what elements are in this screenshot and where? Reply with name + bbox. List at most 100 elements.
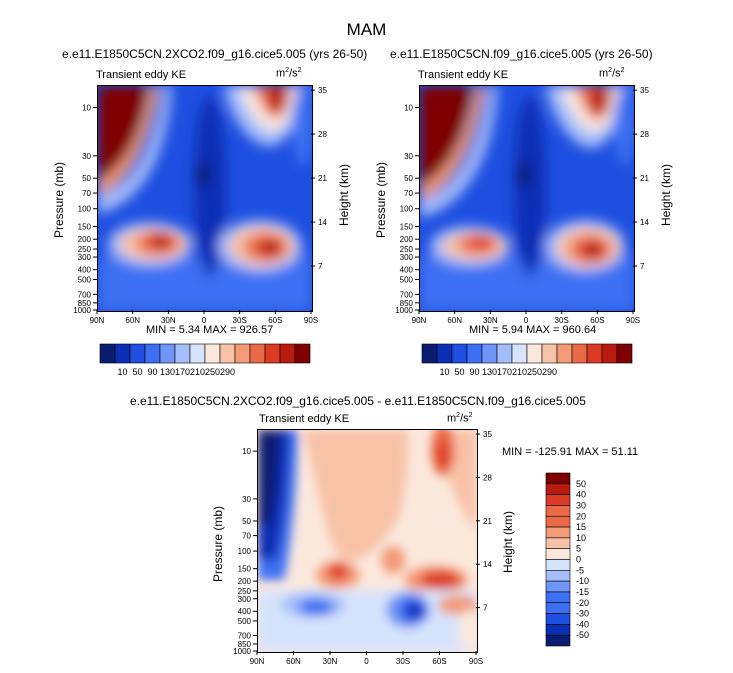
- panel3-height-tick-label: 7: [483, 604, 488, 613]
- panel1-pressure-tick-label: 70: [82, 189, 91, 198]
- panel3-contour-field: [258, 430, 477, 652]
- panel3-colorbar-swatch: [545, 591, 571, 604]
- panel3-pressure-tick-label: 50: [242, 517, 251, 526]
- panel2-pressure-tick-label: 250: [400, 245, 414, 254]
- panel2-colorbar-label: 170: [497, 367, 512, 377]
- panel2-pressure-tick-label: 700: [400, 290, 414, 299]
- panel1-colorbar-label: 50: [132, 367, 142, 377]
- panel1-pressure-tick-label: 250: [78, 245, 92, 254]
- panel3-colorbar-label: -10: [576, 576, 589, 586]
- panel1-pressure-tick-label: 200: [78, 235, 92, 244]
- panel3-pressure-tick-label: 100: [238, 547, 252, 556]
- panel2-pressure-tick-label: 300: [400, 253, 414, 262]
- panel1-height-tick-label: 21: [318, 174, 327, 183]
- panel3-pressure-tick-label: 300: [238, 595, 252, 604]
- panel3-colorbar-label: -50: [576, 630, 589, 640]
- panel3-colorbar-swatch: [545, 580, 571, 593]
- panel1-x-tick-label: 0: [202, 316, 207, 325]
- panel1-colorbar-label: 290: [220, 367, 235, 377]
- panel3-contour-plot: [257, 429, 478, 653]
- panel3-x-tick-label: 60N: [286, 657, 301, 666]
- panel2-units: m2/s2: [599, 67, 625, 80]
- panel1-pressure-tick-label: 700: [78, 290, 92, 299]
- panel1-subtitle: e.e11.E1850C5CN.2XCO2.f09_g16.cice5.005 …: [62, 47, 368, 61]
- panel2-colorbar-label: 50: [454, 367, 464, 377]
- panel3-height-tick-label: 28: [483, 473, 492, 482]
- panel2-colorbar-label: 90: [469, 367, 479, 377]
- panel3-colorbar-swatch: [545, 548, 571, 560]
- panel3-variable-label: Transient eddy KE: [259, 413, 350, 425]
- panel1-pressure-tick-label: 400: [78, 266, 92, 275]
- panel2-height-tick-label: 28: [640, 130, 649, 139]
- panel3-colorbar-label: 40: [576, 490, 586, 500]
- panel3-colorbar-label: 10: [576, 533, 586, 543]
- panel3-x-tick-label: 60S: [432, 657, 446, 666]
- panel3-colorbar-label: 0: [576, 555, 581, 565]
- panel3-x-tick-label: 30S: [396, 657, 410, 666]
- panel1-colorbar-label: 10: [117, 367, 127, 377]
- panel3-stats: MIN = -125.91 MAX = 51.11: [502, 446, 639, 458]
- panel2-x-tick-label: 90S: [626, 316, 640, 325]
- panel3-pressure-tick-label: 10: [242, 447, 251, 456]
- panel1-x-tick-label: 30S: [233, 316, 247, 325]
- panel2-pressure-tick-label: 1000: [395, 306, 413, 315]
- panel3-colorbar-swatch: [545, 483, 571, 495]
- panel3-colorbar-swatch: [545, 634, 571, 647]
- panel1-contour-field: [98, 86, 312, 311]
- panel2-pressure-tick-label: 10: [404, 103, 413, 112]
- panel2-x-tick-label: 60S: [590, 316, 604, 325]
- panel3-colorbar-label: 30: [576, 500, 586, 510]
- panel3-pressure-tick-label: 850: [238, 640, 252, 649]
- panel1-x-tick-label: 60S: [268, 316, 282, 325]
- panel3-colorbar-label: -30: [576, 609, 589, 619]
- panel3-height-tick-label: 35: [483, 430, 492, 439]
- panel2-colorbar-label: 290: [542, 367, 557, 377]
- panel3-colorbar-label: 50: [576, 479, 586, 489]
- panel3-pressure-tick-label: 30: [242, 495, 251, 504]
- panel3-colorbar-label: 15: [576, 522, 586, 532]
- panel3-colorbar-swatch: [545, 505, 571, 517]
- panel3-colorbar-label: -5: [576, 565, 584, 575]
- panel3-colorbar-swatch: [545, 526, 571, 539]
- panel3-x-tick-label: 0: [364, 657, 369, 666]
- panel2-pressure-tick-label: 400: [400, 266, 414, 275]
- panel3-pressure-tick-label: 250: [238, 587, 252, 596]
- panel3-pressure-tick-label: 1000: [233, 647, 251, 656]
- panel3-height-tick-label: 21: [483, 517, 492, 526]
- panel2-pressure-tick-label: 100: [400, 205, 414, 214]
- panel2-colorbar-label: 250: [527, 367, 542, 377]
- panel1-units: m2/s2: [276, 67, 302, 80]
- panel1-x-tick-label: 90S: [304, 316, 318, 325]
- panel1-pressure-tick-label: 1000: [73, 306, 91, 315]
- panel1-pressure-tick-label: 850: [78, 299, 92, 308]
- panel3-colorbar-swatch: [545, 494, 571, 506]
- panel2-stats: MIN = 5.94 MAX = 960.64: [469, 324, 597, 336]
- panel2-pressure-tick-label: 30: [404, 152, 413, 161]
- panel3-pressure-tick-label: 400: [238, 607, 252, 616]
- panel3-x-tick-label: 30N: [323, 657, 338, 666]
- panel3-colorbar-swatch: [545, 570, 571, 582]
- panel2-pressure-tick-label: 200: [400, 235, 414, 244]
- panel1-pressure-tick-label: 150: [78, 223, 92, 232]
- panel3-pressure-tick-label: 700: [238, 632, 252, 641]
- panel3-colorbar-swatch: [545, 613, 571, 625]
- panel1-pressure-tick-label: 100: [78, 205, 92, 214]
- panel1-colorbar-label: 170: [175, 367, 190, 377]
- panel1-contour-plot: [97, 85, 313, 312]
- panel3-colorbar-swatch: [545, 537, 571, 549]
- panel3-colorbar-swatch: [545, 559, 571, 571]
- panel2-pressure-tick-label: 850: [400, 299, 414, 308]
- panel1-colorbar-label: 130: [160, 367, 175, 377]
- panel3-colorbar-swatch: [545, 472, 571, 485]
- panel2-x-tick-label: 30N: [483, 316, 498, 325]
- panel3-subtitle: e.e11.E1850C5CN.2XCO2.f09_g16.cice5.005 …: [130, 394, 586, 408]
- panel1-colorbar-swatch: [294, 343, 311, 364]
- panel3-colorbar-label: -15: [576, 587, 589, 597]
- panel1-variable-label: Transient eddy KE: [96, 69, 187, 81]
- figure-title: MAM: [346, 20, 387, 39]
